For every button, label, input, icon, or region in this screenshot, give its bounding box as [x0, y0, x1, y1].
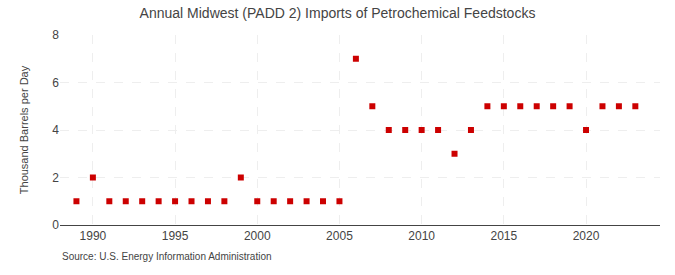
svg-text:2000: 2000 — [244, 229, 271, 243]
svg-text:8: 8 — [52, 28, 59, 42]
svg-text:Source: U.S. Energy Informatio: Source: U.S. Energy Information Administ… — [62, 251, 272, 262]
svg-text:1990: 1990 — [80, 229, 107, 243]
svg-text:1995: 1995 — [162, 229, 189, 243]
svg-text:0: 0 — [52, 218, 59, 232]
svg-text:6: 6 — [52, 76, 59, 90]
svg-text:2: 2 — [52, 171, 59, 185]
svg-text:Annual Midwest (PADD 2) Import: Annual Midwest (PADD 2) Imports of Petro… — [140, 5, 536, 21]
svg-text:2010: 2010 — [408, 229, 435, 243]
svg-text:2015: 2015 — [490, 229, 517, 243]
svg-text:2005: 2005 — [326, 229, 353, 243]
svg-text:2020: 2020 — [573, 229, 600, 243]
svg-text:Thousand Barrels per Day: Thousand Barrels per Day — [18, 65, 30, 194]
svg-text:4: 4 — [52, 123, 59, 137]
